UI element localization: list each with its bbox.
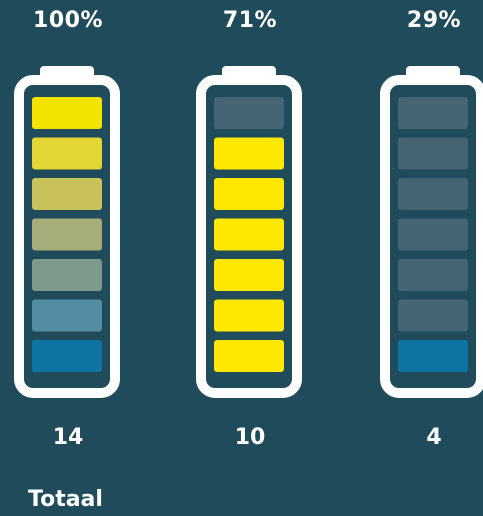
battery-segment <box>398 259 468 291</box>
battery-segment <box>214 178 284 210</box>
battery-segment <box>214 259 284 291</box>
battery-1 <box>14 66 122 398</box>
battery-segment <box>214 137 284 170</box>
battery-segment <box>214 97 284 129</box>
battery-3-percent: 29% <box>406 8 462 33</box>
battery-1-graphic <box>14 66 120 398</box>
battery-segment <box>398 97 468 129</box>
battery-segment <box>398 340 468 372</box>
battery-3 <box>380 66 483 398</box>
battery-segment <box>398 218 468 251</box>
battery-segment <box>398 299 468 332</box>
battery-segment <box>214 299 284 332</box>
total-label: Totaal <box>28 487 103 512</box>
battery-segment <box>214 218 284 251</box>
battery-segment <box>398 178 468 210</box>
battery-2 <box>196 66 304 398</box>
battery-2-percent: 71% <box>222 8 278 33</box>
battery-2-graphic <box>196 66 302 398</box>
battery-3-graphic <box>380 66 483 398</box>
battery-1-percent: 100% <box>33 8 103 33</box>
battery-segment <box>32 218 102 251</box>
battery-segment <box>32 259 102 291</box>
battery-segment <box>398 137 468 170</box>
battery-3-count: 4 <box>426 425 442 450</box>
battery-2-count: 10 <box>234 425 266 450</box>
battery-segment <box>32 97 102 129</box>
battery-segment <box>32 340 102 372</box>
battery-1-count: 14 <box>52 425 84 450</box>
battery-segment <box>214 340 284 372</box>
battery-segment <box>32 137 102 170</box>
battery-segment <box>32 299 102 332</box>
battery-segment <box>32 178 102 210</box>
